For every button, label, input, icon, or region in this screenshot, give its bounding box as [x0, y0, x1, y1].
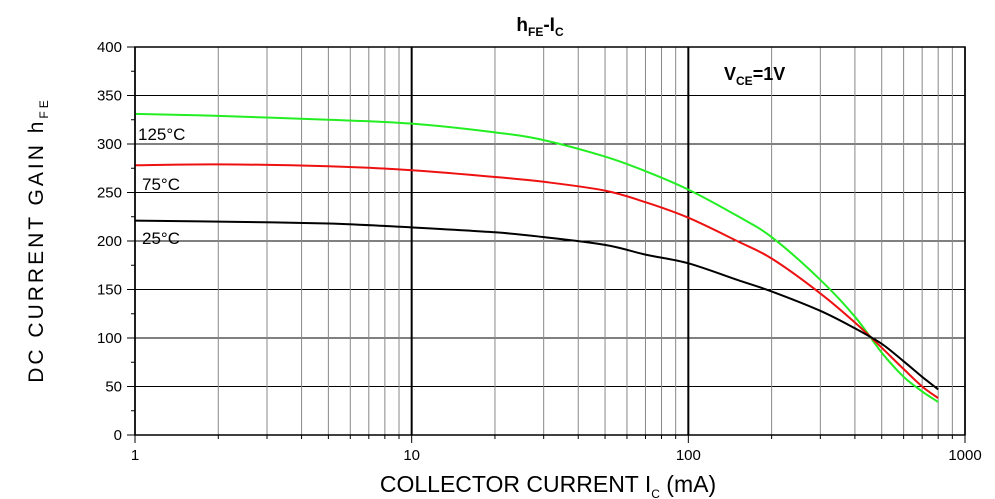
- y-tick-label: 50: [105, 379, 122, 396]
- x-tick-label: 10: [403, 447, 420, 464]
- axes: 0 50 100 150 200 250 300 350 400 1 10 100 1000: [97, 39, 982, 464]
- chart-title: hFE-IC: [516, 15, 564, 39]
- y-tick-label: 100: [97, 330, 122, 347]
- y-tick-label: 0: [114, 427, 122, 444]
- xlabel-sub: C: [651, 487, 660, 499]
- x-axis-title: COLLECTOR CURRENT IC (mA): [380, 471, 716, 499]
- series-line-25c: [134, 219, 939, 391]
- title-main: h: [516, 15, 528, 36]
- x-tick-label: 100: [676, 447, 701, 464]
- series-label-125c: 125°C: [138, 125, 185, 144]
- series-label-25c: 25°C: [142, 229, 180, 248]
- x-tick-label: 1: [131, 447, 139, 464]
- plot-frame: [134, 46, 966, 436]
- condition-main: V: [724, 64, 736, 84]
- title-main-sub: FE: [528, 25, 543, 39]
- y-tick-label: 350: [97, 88, 122, 105]
- test-condition: VCE=1V: [724, 64, 785, 88]
- grid: [134, 46, 966, 436]
- series-label-75c: 75°C: [142, 175, 180, 194]
- y-tick-label: 250: [97, 185, 122, 202]
- ylabel-sub: FE: [37, 97, 51, 118]
- title-sep-sub: C: [555, 25, 564, 39]
- xlabel-unit: (mA): [660, 471, 716, 497]
- series-lines: [134, 112, 939, 403]
- y-tick-label: 150: [97, 282, 122, 299]
- y-tick-label: 400: [97, 39, 122, 56]
- y-tick-label: 200: [97, 233, 122, 250]
- y-axis-title: DC CURRENT GAIN hFE: [25, 97, 51, 382]
- condition-value: =1V: [753, 64, 786, 84]
- condition-sub: CE: [736, 74, 753, 88]
- series-line-125c: [134, 112, 939, 403]
- series-line-75c: [134, 163, 939, 399]
- x-tick-label: 1000: [948, 447, 981, 464]
- y-tick-label: 300: [97, 136, 122, 153]
- title-sep: -I: [543, 15, 555, 36]
- ylabel-main: DC CURRENT GAIN h: [25, 119, 48, 383]
- xlabel-main: COLLECTOR CURRENT I: [380, 471, 651, 497]
